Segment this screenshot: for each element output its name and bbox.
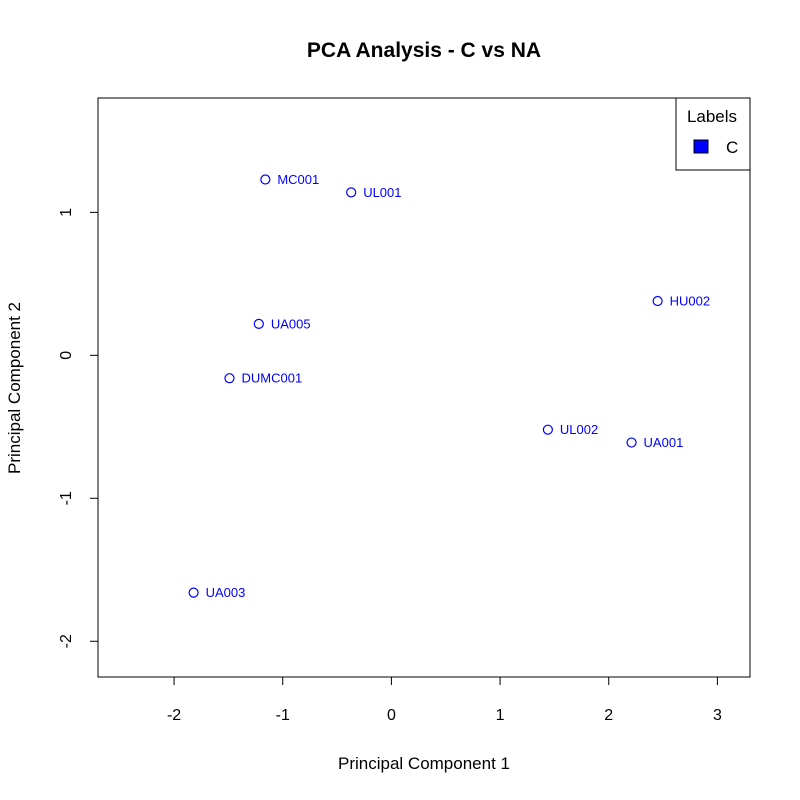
point-label-ua001: UA001 bbox=[644, 435, 684, 450]
y-tick-label: -2 bbox=[58, 634, 75, 648]
point-label-ul001: UL001 bbox=[363, 185, 401, 200]
data-point-dumc001 bbox=[224, 373, 235, 384]
point-label-ul002: UL002 bbox=[560, 422, 598, 437]
data-point-ua005 bbox=[253, 318, 264, 329]
x-tick-label: 0 bbox=[387, 707, 396, 724]
data-point-mc001 bbox=[260, 174, 271, 185]
data-points: MC001 UL001 HU002 UA005 DUMC001 UL002 UA001 UA0… bbox=[188, 172, 710, 600]
data-point-ua001 bbox=[626, 437, 637, 448]
legend-swatch-c bbox=[693, 139, 709, 154]
y-axis-label: Principal Component 2 bbox=[5, 302, 24, 474]
point-label-hu002: HU002 bbox=[670, 294, 710, 309]
data-point-ul002 bbox=[542, 424, 553, 435]
legend-box bbox=[675, 97, 751, 171]
x-axis: -2 -1 0 1 2 3 bbox=[167, 676, 722, 724]
y-tick-label: -1 bbox=[58, 491, 75, 505]
data-point-hu002 bbox=[652, 295, 663, 307]
x-tick-label: 2 bbox=[604, 707, 613, 724]
x-tick-label: -2 bbox=[167, 707, 181, 724]
legend: Labels C bbox=[675, 97, 751, 171]
data-point-ul001 bbox=[346, 187, 357, 198]
point-label-dumc001: DUMC001 bbox=[241, 371, 302, 386]
y-tick-label: 0 bbox=[58, 351, 75, 360]
y-axis: -2 -1 0 1 bbox=[58, 208, 99, 648]
x-tick-label: -1 bbox=[276, 707, 290, 724]
data-point-ua003 bbox=[188, 587, 199, 598]
legend-title: Labels bbox=[687, 107, 737, 126]
point-label-ua005: UA005 bbox=[271, 316, 311, 331]
x-tick-label: 3 bbox=[713, 707, 722, 724]
x-tick-label: 1 bbox=[496, 707, 505, 724]
x-axis-label: Principal Component 1 bbox=[338, 754, 510, 773]
legend-label-c: C bbox=[726, 138, 738, 157]
point-label-ua003: UA003 bbox=[206, 585, 246, 600]
chart-title: PCA Analysis - C vs NA bbox=[307, 39, 541, 62]
y-tick-label: 1 bbox=[58, 208, 75, 217]
point-label-mc001: MC001 bbox=[277, 172, 319, 187]
